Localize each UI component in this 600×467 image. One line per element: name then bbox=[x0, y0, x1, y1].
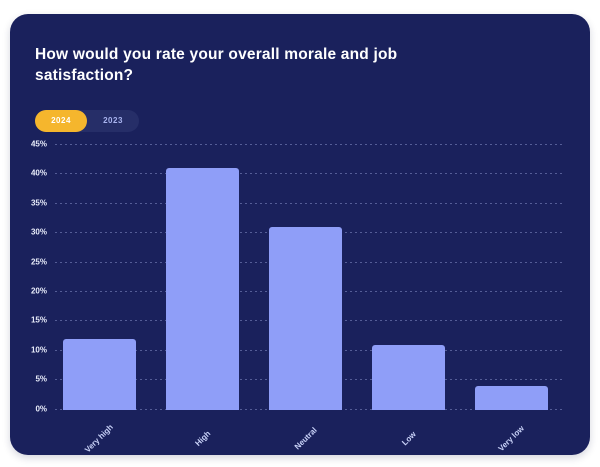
y-tick-label: 10% bbox=[30, 345, 47, 355]
plot-area: 0% 5% 10% 15% 20% 25% 30% 35% 40% 45% bbox=[31, 139, 565, 413]
toggle-2024-button[interactable]: 2024 bbox=[35, 109, 87, 132]
y-tick-label: 5% bbox=[35, 374, 47, 384]
bars-container bbox=[63, 145, 548, 410]
y-tick-label: 0% bbox=[35, 404, 47, 414]
bar-very-low bbox=[475, 386, 548, 410]
bar-slot bbox=[63, 145, 136, 410]
bar-slot bbox=[475, 145, 548, 410]
bar-slot bbox=[372, 145, 445, 410]
x-axis-labels: Very high High Neutral Low Very low bbox=[55, 410, 565, 462]
y-tick-label: 45% bbox=[30, 139, 47, 149]
gridline: 40% bbox=[31, 169, 565, 178]
x-axis-label: Low bbox=[399, 429, 418, 448]
gridline: 35% bbox=[31, 198, 565, 207]
y-tick-label: 35% bbox=[30, 198, 47, 208]
x-axis-label: High bbox=[193, 428, 212, 448]
y-tick-label: 25% bbox=[30, 257, 47, 267]
x-label-slot: Very high bbox=[63, 410, 136, 462]
bar-chart: 0% 5% 10% 15% 20% 25% 30% 35% 40% 45% Very high Hi… bbox=[31, 139, 565, 462]
gridline: 45% bbox=[31, 139, 565, 148]
x-label-slot: Low bbox=[372, 410, 445, 462]
x-axis-label: Very low bbox=[496, 423, 527, 453]
toggle-2023-button[interactable]: 2023 bbox=[87, 110, 139, 132]
y-tick-label: 20% bbox=[30, 286, 47, 296]
bar-neutral bbox=[269, 227, 342, 410]
x-axis-label: Very high bbox=[83, 422, 116, 455]
x-label-slot: Neutral bbox=[269, 410, 342, 462]
y-tick-label: 30% bbox=[30, 227, 47, 237]
y-tick-label: 15% bbox=[30, 315, 47, 325]
year-toggle: 2024 2023 bbox=[35, 109, 139, 132]
x-label-slot: Very low bbox=[475, 410, 548, 462]
x-label-slot: High bbox=[166, 410, 239, 462]
bar-high bbox=[166, 168, 239, 410]
bar-low bbox=[372, 344, 445, 410]
bar-slot bbox=[269, 145, 342, 410]
bar-very-high bbox=[63, 339, 136, 410]
chart-question-title: How would you rate your overall morale a… bbox=[35, 46, 398, 85]
survey-chart-card: How would you rate your overall morale a… bbox=[10, 14, 590, 455]
x-axis-label: Neutral bbox=[292, 425, 319, 452]
y-tick-label: 40% bbox=[30, 168, 47, 178]
bar-slot bbox=[166, 145, 239, 410]
